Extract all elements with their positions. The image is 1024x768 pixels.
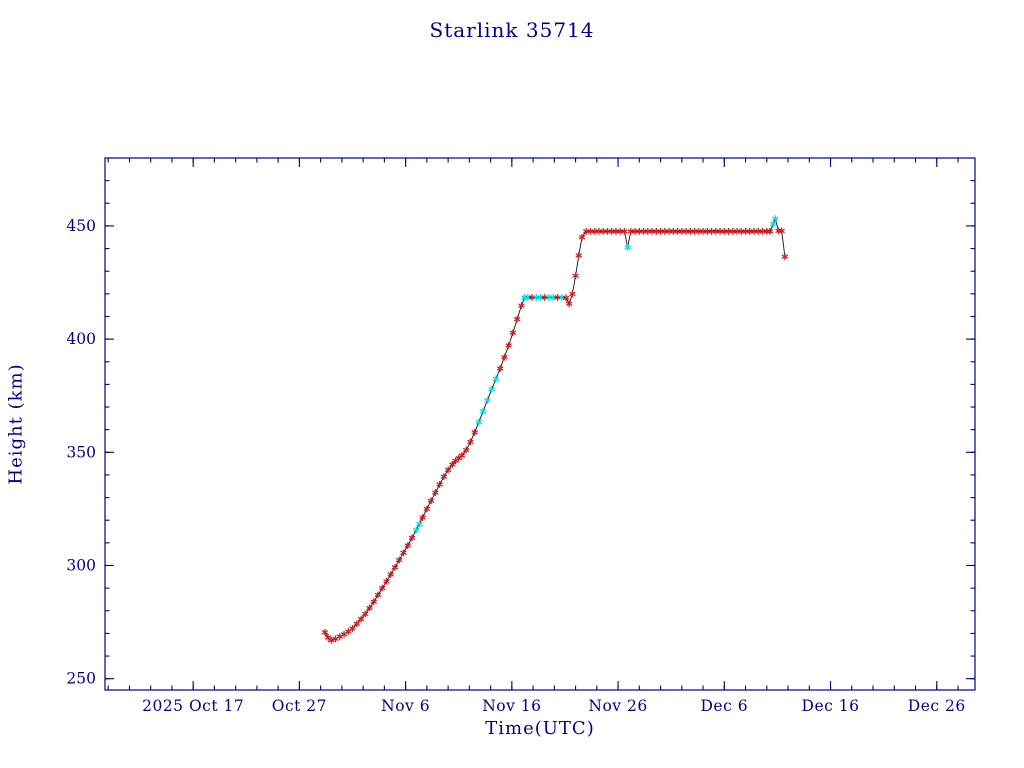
red-asterisk-marker [391, 563, 399, 571]
plot-frame [104, 157, 976, 691]
red-asterisk-marker [327, 636, 335, 644]
red-asterisk-marker [496, 365, 504, 372]
red-asterisk-marker [455, 454, 463, 462]
cyan-asterisk-marker [479, 407, 487, 415]
red-asterisk-marker [458, 452, 466, 459]
cyan-asterisk-marker [769, 220, 777, 228]
x-tick-label: Dec 6 [701, 697, 749, 715]
red-asterisk-marker [436, 481, 443, 488]
red-asterisk-marker [353, 620, 361, 628]
red-asterisk-marker [440, 473, 448, 481]
red-asterisk-marker [378, 584, 386, 592]
red-asterisk-marker [383, 577, 390, 585]
red-asterisk-marker [778, 227, 785, 235]
red-asterisk-marker [578, 233, 586, 241]
red-asterisk-marker [621, 227, 628, 235]
red-asterisk-marker [505, 342, 512, 349]
y-tick-label: 300 [66, 556, 96, 574]
red-asterisk-marker [408, 534, 416, 542]
red-asterisk-marker [419, 514, 426, 521]
y-ticks [105, 180, 975, 680]
cyan-asterisk-marker [475, 418, 483, 426]
red-asterisk-marker [366, 604, 373, 612]
cyan-asterisk-marker [624, 244, 631, 251]
data-markers [321, 215, 789, 644]
x-tick-label: Nov 26 [588, 697, 647, 715]
red-asterisk-marker [467, 438, 474, 446]
y-tick-labels: 250 300 350 400 450 [66, 217, 96, 688]
chart-title: Starlink 35714 [429, 18, 595, 42]
cyan-asterisk-marker [492, 375, 500, 383]
red-asterisk-marker [462, 446, 470, 454]
y-tick-label: 250 [66, 670, 96, 688]
red-asterisk-marker [572, 272, 579, 280]
red-asterisk-marker [324, 634, 332, 641]
red-asterisk-marker [374, 591, 382, 599]
cyan-asterisk-marker [488, 385, 495, 393]
red-asterisk-marker [321, 628, 329, 636]
red-asterisk-marker [370, 598, 378, 606]
cyan-asterisk-marker [412, 526, 420, 534]
red-asterisk-marker [501, 353, 508, 361]
red-asterisk-marker [336, 633, 344, 640]
x-tick-label: Dec 26 [908, 697, 966, 715]
red-asterisk-marker [513, 315, 521, 323]
y-tick-label: 350 [66, 443, 96, 461]
red-asterisk-marker [509, 329, 517, 337]
red-asterisk-marker [387, 571, 395, 578]
red-asterisk-marker [781, 253, 789, 261]
x-tick-label: 2025 Oct 17 [142, 697, 244, 715]
red-asterisk-marker [575, 251, 583, 259]
red-asterisk-marker [452, 457, 459, 465]
cyan-asterisk-marker [484, 396, 491, 404]
x-tick-label: Nov 6 [381, 697, 430, 715]
red-asterisk-marker [432, 489, 439, 496]
red-asterisk-marker [357, 615, 365, 623]
red-asterisk-marker [349, 625, 356, 632]
red-asterisk-marker [565, 300, 573, 308]
red-asterisk-marker [562, 294, 570, 302]
x-axis-label: Time(UTC) [485, 718, 595, 739]
red-asterisk-marker [444, 466, 452, 474]
data-line [324, 217, 786, 641]
red-asterisk-marker [766, 227, 774, 235]
red-asterisk-marker [400, 549, 407, 557]
y-tick-label: 450 [66, 217, 96, 235]
red-asterisk-marker [395, 556, 403, 564]
cyan-asterisk-marker [416, 520, 423, 528]
red-asterisk-marker [423, 505, 431, 513]
red-asterisk-marker [569, 290, 576, 298]
x-tick-labels: 2025 Oct 17 Oct 27 Nov 6 Nov 16 Nov 26 Dec 6 D… [142, 697, 966, 715]
red-asterisk-marker [518, 302, 525, 309]
cyan-asterisk-marker [772, 215, 779, 223]
red-asterisk-marker [361, 610, 369, 618]
red-asterisk-marker [340, 630, 348, 638]
y-tick-label: 400 [66, 330, 96, 348]
red-asterisk-marker [427, 497, 435, 505]
x-tick-label: Nov 16 [482, 697, 541, 715]
x-tick-label: Oct 27 [272, 697, 327, 715]
red-asterisk-marker [471, 428, 478, 436]
red-asterisk-marker [404, 542, 412, 549]
red-asterisk-marker [449, 461, 456, 468]
x-tick-label: Dec 16 [802, 697, 860, 715]
x-ticks [107, 158, 959, 690]
